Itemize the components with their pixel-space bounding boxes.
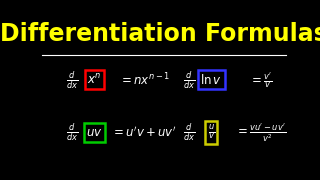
Text: $= u'v + uv'$: $= u'v + uv'$: [111, 125, 177, 140]
Text: $\frac{d}{dx}$: $\frac{d}{dx}$: [66, 122, 78, 143]
Text: $\ln v$: $\ln v$: [200, 73, 222, 87]
Text: $\frac{d}{dx}$: $\frac{d}{dx}$: [66, 69, 78, 91]
Text: $\frac{u}{v}$: $\frac{u}{v}$: [207, 124, 215, 141]
Text: $uv$: $uv$: [86, 126, 103, 139]
Text: $= \frac{v'}{v}$: $= \frac{v'}{v}$: [249, 70, 273, 90]
Text: $= \frac{vu'-uv'}{v^2}$: $= \frac{vu'-uv'}{v^2}$: [235, 121, 286, 144]
Text: $= nx^{n-1}$: $= nx^{n-1}$: [119, 71, 170, 88]
Text: $x^n$: $x^n$: [87, 73, 102, 87]
Text: $\frac{d}{dx}$: $\frac{d}{dx}$: [183, 69, 195, 91]
Text: Differentiation Formulas: Differentiation Formulas: [0, 22, 320, 46]
Text: $\frac{d}{dx}$: $\frac{d}{dx}$: [183, 122, 195, 143]
